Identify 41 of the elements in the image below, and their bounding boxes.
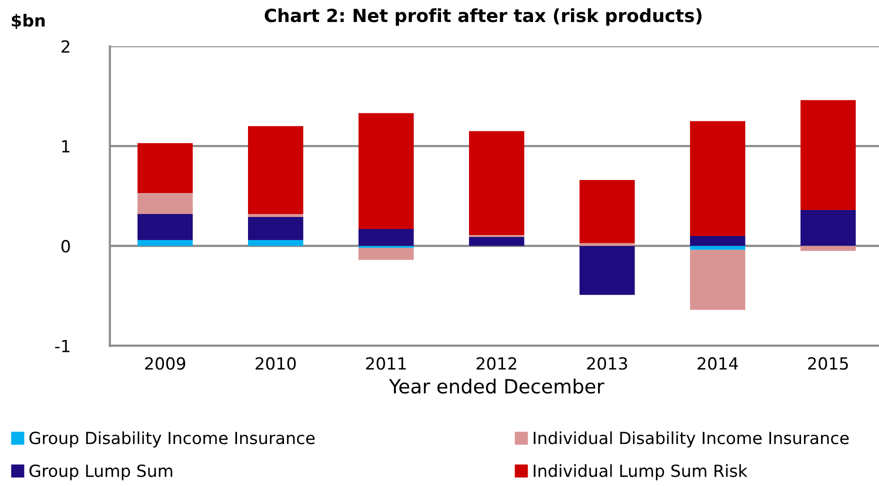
y-tick-label: 0 (61, 240, 70, 253)
bar (358, 248, 414, 260)
y-tick-label: 1 (62, 140, 70, 152)
bar (580, 242, 635, 246)
x-tick-label: 2012 (476, 357, 516, 370)
chart-title: Chart 2: Net profit after tax (risk products) (264, 8, 702, 26)
x-tick-label: 2014 (698, 357, 738, 370)
x-axis-title: Year ended December (388, 378, 604, 394)
bar (469, 236, 524, 246)
bar (248, 126, 304, 214)
bar (580, 246, 635, 295)
bar (248, 240, 304, 246)
y-tick-label: 2 (62, 40, 70, 53)
bar (358, 228, 414, 246)
x-tick-label: 2013 (587, 357, 628, 370)
bar (138, 193, 193, 214)
legend-label: Individual Lump Sum Risk (534, 464, 748, 480)
bar (690, 246, 746, 250)
bar (138, 240, 193, 246)
bar (138, 214, 193, 240)
y-tick-label: -1 (55, 340, 70, 352)
y-axis-title: $bn (12, 14, 45, 29)
bar (800, 100, 856, 210)
bar (138, 143, 193, 194)
bar (358, 113, 414, 229)
x-tick-label: 2011 (366, 357, 406, 370)
bar (800, 210, 856, 246)
bar (580, 180, 635, 243)
x-tick-label: 2015 (808, 357, 848, 370)
bar (248, 216, 304, 240)
x-tick-label: 2009 (145, 357, 186, 370)
x-tick-label: 2010 (256, 357, 296, 370)
bar (690, 121, 746, 236)
bar (690, 236, 746, 246)
legend-label: Group Disability Income Insurance (29, 431, 315, 448)
legend-label: Group Lump Sum (29, 464, 172, 480)
bar (469, 131, 524, 235)
bar (800, 246, 856, 251)
bar (690, 250, 746, 310)
legend-label: Individual Disability Income Insurance (534, 431, 849, 448)
bar (248, 214, 304, 217)
